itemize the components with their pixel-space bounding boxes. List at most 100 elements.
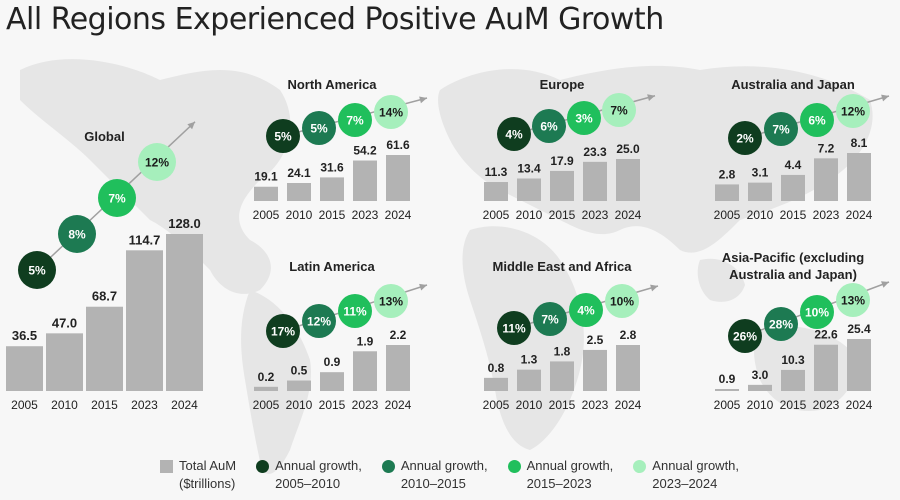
category-label: 2024 — [385, 208, 412, 222]
growth-circle — [533, 302, 567, 336]
bar-2023 — [353, 351, 377, 391]
growth-circle — [497, 311, 531, 345]
value-label: 54.2 — [353, 144, 377, 158]
chart-title: Asia-Pacific (excluding — [722, 250, 864, 265]
bar-2023 — [353, 160, 377, 201]
category-label: 2023 — [582, 398, 609, 412]
value-label: 3.0 — [752, 368, 769, 382]
growth-label: 4% — [577, 304, 595, 318]
growth-label: 26% — [733, 330, 757, 344]
bar-2015 — [550, 361, 574, 391]
arrow-head-icon — [881, 94, 889, 102]
bar-2024 — [386, 155, 410, 201]
growth-circle — [374, 95, 408, 129]
growth-circle — [836, 94, 870, 128]
growth-label: 7% — [772, 123, 790, 137]
value-label: 2.8 — [719, 167, 736, 181]
category-label: 2015 — [549, 398, 576, 412]
growth-label: 7% — [541, 313, 559, 327]
growth-label: 12% — [307, 315, 331, 329]
bar-2005 — [715, 389, 739, 391]
category-label: 2024 — [615, 398, 642, 412]
growth-label: 14% — [379, 106, 403, 120]
legend-item-growth-2005-2010: Annual growth, 2005–2010 — [256, 457, 362, 493]
arrow-head-icon — [419, 283, 427, 291]
value-label: 19.1 — [254, 170, 278, 184]
bar-2010 — [748, 384, 772, 391]
bar-2015 — [320, 177, 344, 201]
category-label: 2010 — [747, 208, 774, 222]
category-label: 2024 — [615, 208, 642, 222]
legend-label-line2: 2010–2015 — [400, 476, 466, 491]
legend-label-line1: Annual growth, — [275, 458, 362, 473]
growth-label: 28% — [769, 318, 793, 332]
growth-label: 13% — [841, 294, 865, 308]
value-label: 0.9 — [719, 372, 736, 386]
value-label: 8.1 — [851, 136, 868, 150]
growth-label: 6% — [540, 120, 558, 134]
growth-circle — [18, 251, 56, 289]
legend-label-line1: Annual growth, — [526, 458, 614, 473]
value-label: 61.6 — [386, 138, 410, 152]
category-label: 2005 — [253, 398, 280, 412]
growth-circle — [374, 284, 408, 318]
growth-circle — [138, 143, 176, 181]
growth-label: 11% — [502, 322, 526, 336]
value-label: 1.9 — [357, 334, 374, 348]
growth-circle — [302, 111, 336, 145]
growth-label: 5% — [310, 122, 328, 136]
legend-item-growth-2023-2024: Annual growth, 2023–2024 — [633, 457, 739, 493]
value-label: 17.9 — [550, 154, 574, 168]
growth-label: 7% — [108, 192, 126, 206]
bar-2024 — [616, 345, 640, 391]
category-label: 2005 — [483, 398, 510, 412]
growth-label: 11% — [343, 305, 367, 319]
legend-swatch-square-icon — [160, 460, 173, 473]
category-label: 2024 — [171, 398, 198, 412]
bar-2023 — [583, 161, 607, 201]
legend-swatch-circle-icon — [256, 460, 270, 473]
bar-2015 — [320, 372, 344, 391]
value-label: 0.5 — [291, 364, 308, 378]
growth-circle — [266, 119, 300, 153]
legend-swatch-circle-icon — [633, 460, 647, 473]
category-label: 2024 — [385, 398, 412, 412]
bar-2010 — [517, 369, 541, 391]
growth-label: 10% — [805, 306, 829, 320]
bar-2023 — [814, 158, 838, 201]
chart-title: Australia and Japan) — [729, 267, 857, 282]
value-label: 25.0 — [616, 142, 640, 156]
chart-panel-australia-and-japan: Australia and Japan 2.8 2005 3.1 2010 4.4 2015… — [714, 77, 890, 222]
value-label: 3.1 — [752, 166, 769, 180]
bar-2015 — [781, 369, 805, 391]
value-label: 1.3 — [521, 353, 538, 367]
legend-label-line1: Annual growth, — [652, 458, 740, 473]
growth-circle — [98, 179, 136, 217]
chart-panel-europe: Europe 11.3 2005 13.4 2010 17.9 2015 23.3 2023 25… — [483, 77, 656, 222]
growth-circle — [497, 117, 531, 151]
bar-2005 — [6, 346, 43, 391]
growth-label: 7% — [610, 104, 628, 118]
category-label: 2023 — [352, 208, 379, 222]
growth-label: 4% — [505, 128, 523, 142]
bar-2023 — [583, 349, 607, 391]
bar-2005 — [254, 386, 278, 391]
growth-circle — [728, 121, 762, 155]
bar-2015 — [781, 174, 805, 201]
growth-label: 12% — [841, 105, 865, 119]
value-label: 0.8 — [488, 361, 505, 375]
bar-2024 — [616, 159, 640, 201]
legend-label-line1: Annual growth, — [400, 458, 488, 473]
chart-title: Australia and Japan — [731, 77, 855, 92]
bar-2024 — [386, 345, 410, 391]
bar-2015 — [86, 306, 123, 391]
category-label: 2010 — [286, 208, 313, 222]
chart-title: North America — [287, 77, 377, 92]
chart-panel-north-america: North America 19.1 2005 24.1 2010 31.6 2015 54.… — [253, 77, 428, 222]
value-label: 25.4 — [847, 322, 871, 336]
value-label: 22.6 — [814, 328, 838, 342]
category-label: 2015 — [780, 398, 807, 412]
growth-label: 7% — [346, 114, 364, 128]
chart-title: Latin America — [289, 259, 375, 274]
